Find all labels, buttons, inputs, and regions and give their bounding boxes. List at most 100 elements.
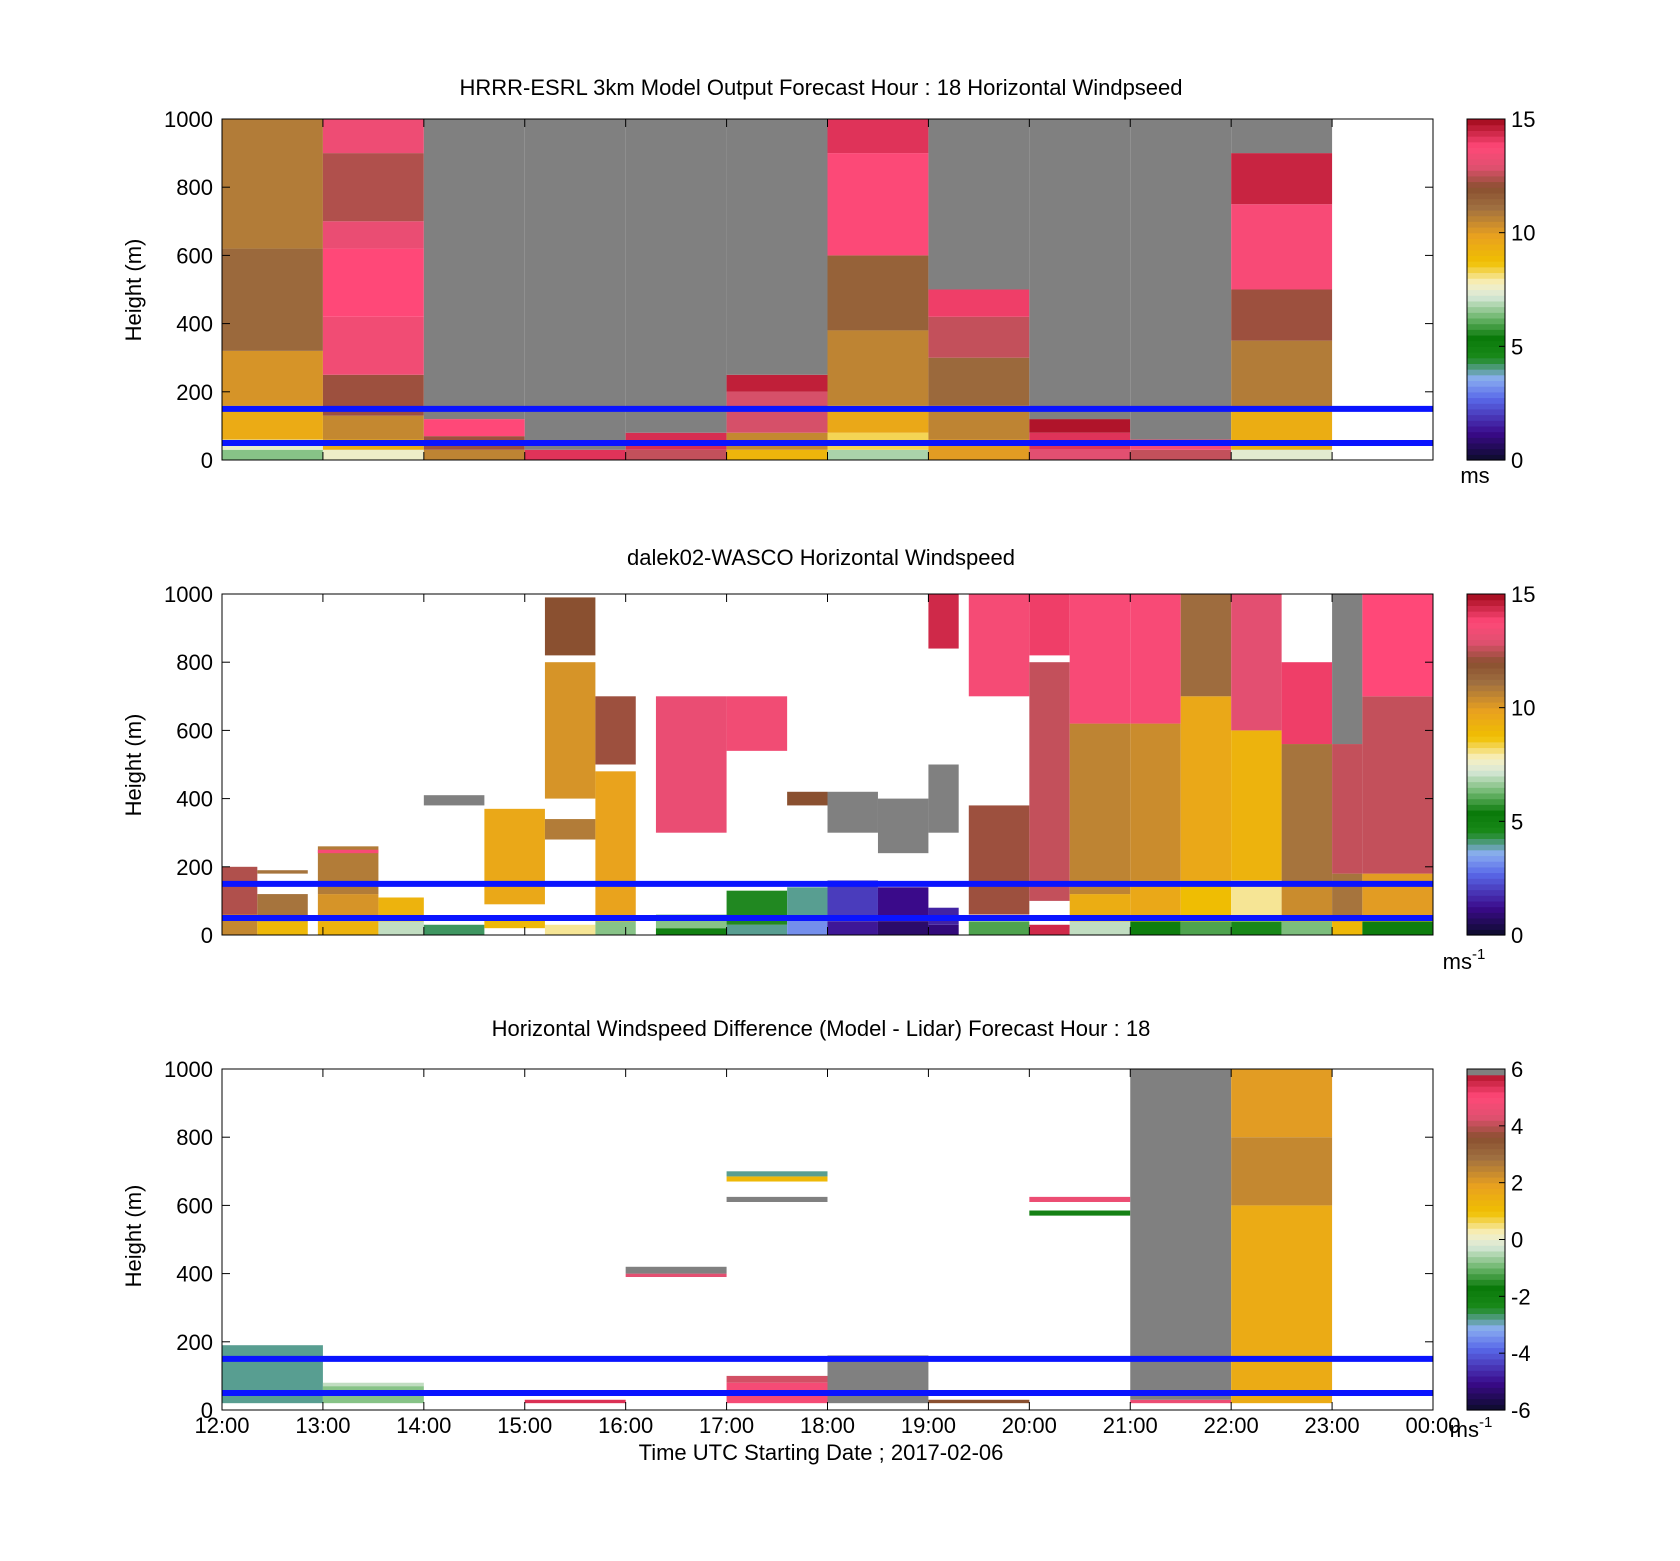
colorbar-swatch (1467, 187, 1505, 194)
observation-bin (1332, 921, 1363, 935)
observation-bin (1332, 744, 1363, 874)
x-tick-label: 22:00 (1204, 1413, 1259, 1438)
colorbar-swatch (1467, 1074, 1505, 1081)
observation-bin (484, 808, 545, 905)
colorbar-swatch (1467, 912, 1505, 919)
observation-bin (1130, 880, 1181, 922)
colorbar-swatch (1467, 895, 1505, 902)
x-tick-label: 00:00 (1405, 1413, 1460, 1438)
heatmap-cell (827, 449, 929, 460)
heatmap-cell (1231, 1205, 1333, 1404)
y-tick-label: 800 (176, 1125, 213, 1150)
colorbar-swatch (1467, 1228, 1505, 1235)
colorbar-swatch (1467, 244, 1505, 251)
observation-bin (968, 921, 1030, 935)
heatmap-cell (726, 1196, 828, 1202)
colorbar-swatch (1467, 232, 1505, 239)
colorbar-swatch (1467, 124, 1505, 131)
y-tick-label: 600 (176, 718, 213, 743)
colorbar-swatch (1467, 1381, 1505, 1388)
heatmap-cell (423, 419, 525, 437)
heatmap-cell (1029, 1210, 1131, 1216)
colorbar-swatch (1467, 266, 1505, 274)
observation-bin (595, 696, 636, 765)
y-tick-label: 800 (176, 175, 213, 200)
observation-bin (787, 917, 828, 935)
observation-bin (1332, 873, 1363, 922)
observation-bin (1180, 880, 1232, 922)
heatmap-cell (322, 248, 424, 317)
colorbar-swatch (1467, 1125, 1505, 1133)
colorbar-swatch (1467, 175, 1505, 183)
y-tick-label: 0 (201, 1398, 213, 1423)
colorbar-swatch (1467, 1216, 1505, 1224)
observation-bin (1362, 921, 1433, 935)
heatmap-cell (625, 449, 727, 460)
x-tick-label: 13:00 (295, 1413, 350, 1438)
observation-bin (928, 594, 959, 649)
colorbar-swatch (1467, 730, 1505, 737)
missing-data-cell (928, 119, 1030, 290)
colorbar-swatch (1467, 147, 1505, 154)
colorbar-swatch (1467, 448, 1505, 455)
heatmap-cell (1029, 449, 1131, 460)
colorbar-swatch (1467, 838, 1505, 845)
colorbar-tick-label: 2 (1511, 1171, 1523, 1196)
x-axis-label: Time UTC Starting Date ; 2017-02-06 (639, 1440, 1004, 1465)
observation-bin (1069, 921, 1131, 935)
observation-bin (1130, 921, 1181, 935)
colorbar-swatch (1467, 1324, 1505, 1332)
colorbar-swatch (1467, 821, 1505, 828)
colorbar-swatch (1467, 295, 1505, 302)
heatmap-cell (1130, 1399, 1232, 1404)
colorbar-swatch (1467, 1296, 1505, 1303)
y-tick-label: 1000 (164, 582, 213, 607)
heatmap-plot-area: 0 200 400 600 800 1000 (164, 107, 1434, 473)
colorbar-swatch (1467, 1358, 1505, 1366)
observation-bin (1231, 921, 1282, 935)
colorbar-swatch (1467, 599, 1505, 606)
heatmap-cell (726, 391, 828, 433)
colorbar-tick-label: 15 (1511, 107, 1535, 132)
colorbar-swatch (1467, 1165, 1505, 1172)
colorbar-swatch (1467, 707, 1505, 714)
colorbar-swatch (1467, 425, 1505, 433)
heatmap-cell (726, 374, 828, 392)
colorbar-swatch (1467, 815, 1505, 822)
observation-bin (317, 849, 379, 854)
colorbar-swatch (1467, 1364, 1505, 1371)
colorbar-swatch (1467, 1120, 1505, 1127)
colorbar-swatch (1467, 804, 1505, 811)
heatmap-cell (827, 119, 929, 154)
heatmap-cell (222, 119, 323, 249)
colorbar-tick-label: 6 (1511, 1057, 1523, 1082)
observation-bin (1180, 594, 1232, 697)
colorbar-swatch (1467, 1353, 1505, 1360)
observation-bin (484, 917, 545, 929)
colorbar-swatch (1467, 855, 1505, 862)
colorbar: -6 -4 -2 0 2 4 6 (1466, 1057, 1531, 1423)
colorbar-swatch (1467, 775, 1505, 783)
observation-bin (317, 846, 379, 895)
missing-data-cell (423, 119, 525, 420)
unit-base: ms (1460, 463, 1489, 488)
x-tick-label: 12:00 (194, 1413, 249, 1438)
colorbar-swatch (1467, 1103, 1505, 1110)
colorbar-swatch (1467, 764, 1505, 771)
observation-bin (827, 921, 878, 935)
colorbar-swatch (1467, 1114, 1505, 1121)
colorbar-swatch (1467, 724, 1505, 731)
chart-title: Horizontal Windspeed Difference (Model -… (492, 1016, 1151, 1041)
heatmap-cell (928, 357, 1030, 406)
colorbar-swatch (1467, 1302, 1505, 1309)
observation-bin (1281, 662, 1333, 745)
colorbar-swatch (1467, 238, 1505, 245)
missing-data-cell (1231, 119, 1333, 154)
observation-bin (544, 924, 596, 935)
unit-base: ms (1450, 1417, 1479, 1442)
observation-bin (968, 805, 1030, 915)
observation-bin (1332, 594, 1363, 745)
missing-data-cell (1130, 119, 1232, 440)
x-tick-label: 20:00 (1002, 1413, 1057, 1438)
y-tick-label: 1000 (164, 1057, 213, 1082)
